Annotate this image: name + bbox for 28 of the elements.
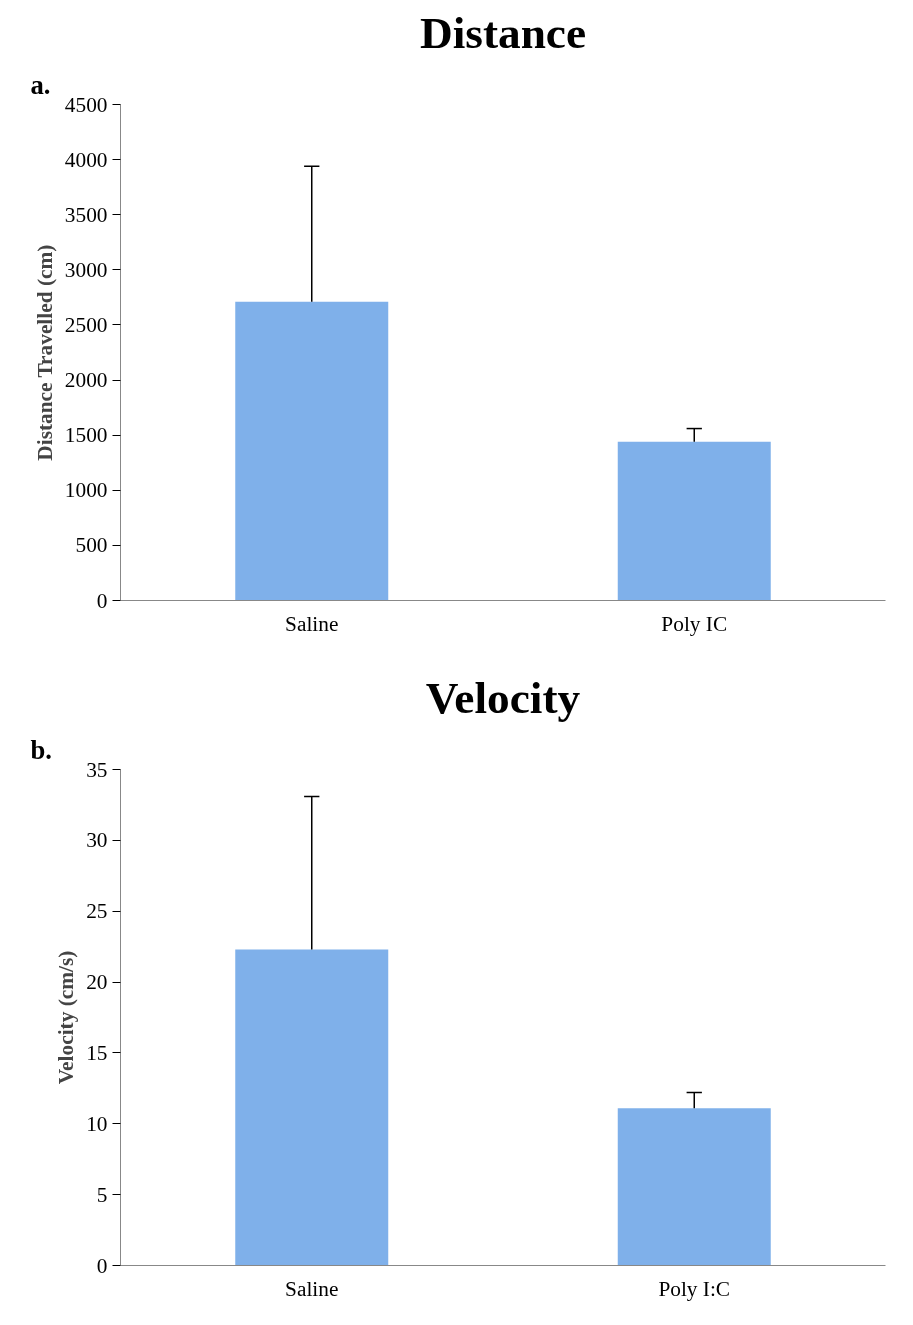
y-tick-label: 1000 xyxy=(64,478,108,503)
x-tick-label: Poly IC xyxy=(661,611,728,636)
y-tick-label: 35 xyxy=(86,757,108,782)
chart-title: Distance xyxy=(419,7,587,58)
y-axis-title: Distance Travelled (cm) xyxy=(32,244,57,461)
y-axis-title: Velocity (cm/s) xyxy=(54,950,79,1085)
y-tick-label: 4500 xyxy=(64,92,108,117)
y-tick-label: 20 xyxy=(86,970,108,995)
y-tick-label: 25 xyxy=(86,899,108,924)
x-tick-label: Poly I:C xyxy=(658,1276,731,1301)
y-tick-label: 15 xyxy=(86,1040,108,1065)
chart-title: Velocity xyxy=(425,672,581,723)
y-tick-label: 3500 xyxy=(64,202,108,227)
x-tick-label: Saline xyxy=(285,1276,339,1301)
y-tick-label: 0 xyxy=(96,1253,108,1278)
y-tick-label: 1500 xyxy=(64,423,108,448)
y-tick-label: 30 xyxy=(86,828,108,853)
text: a. xyxy=(30,69,51,100)
text: b. xyxy=(30,734,52,765)
y-tick-label: 4000 xyxy=(64,147,108,172)
y-tick-label: 2500 xyxy=(64,312,108,337)
y-tick-label: 3000 xyxy=(64,257,108,282)
x-tick-label: Saline xyxy=(285,611,339,636)
y-tick-label: 0 xyxy=(96,588,108,613)
y-tick-label: 5 xyxy=(96,1182,108,1207)
y-tick-label: 500 xyxy=(75,533,108,558)
y-tick-label: 10 xyxy=(86,1111,108,1136)
y-tick-label: 2000 xyxy=(64,368,108,393)
